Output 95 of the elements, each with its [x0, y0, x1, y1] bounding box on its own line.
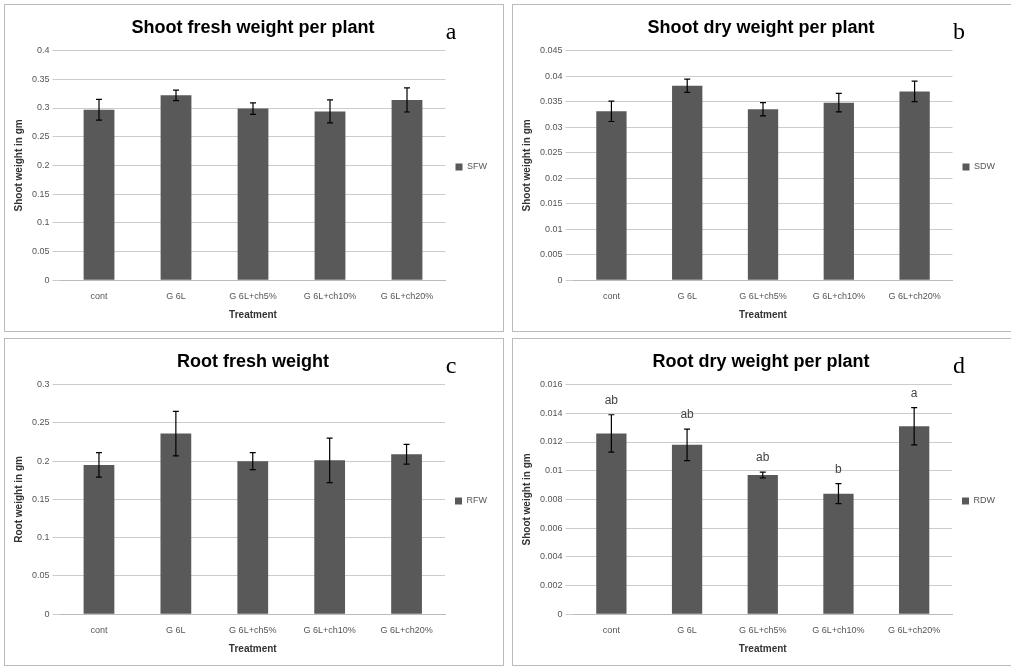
bar [747, 475, 778, 614]
legend-label: RDW [973, 495, 996, 506]
x-axis-title: Treatment [739, 308, 788, 320]
y-axis-title: Root weight in gm [12, 455, 24, 543]
x-tick-label: G 6L+ch10% [303, 291, 357, 302]
y-axis-title: Shoot weight in gm [520, 119, 532, 212]
text: d [953, 352, 965, 378]
y-tick-label: 0 [44, 274, 50, 285]
y-tick-label: 0.25 [31, 131, 50, 142]
x-tick-label: G 6L [166, 625, 186, 636]
bar [823, 493, 854, 614]
y-tick-label: 0 [557, 608, 563, 619]
chart-title: Shoot dry weight per plant [647, 16, 875, 37]
bar [237, 108, 269, 280]
y-tick-label: 0.35 [31, 73, 50, 84]
x-tick-label: G 6L+ch10% [812, 291, 865, 302]
annotation: b [835, 461, 843, 476]
x-tick-label: G 6L+ch20% [888, 291, 941, 302]
y-tick-label: 0.15 [31, 493, 50, 504]
y-tick-label: 0.01 [544, 223, 563, 234]
x-tick-label: G 6L [677, 625, 697, 636]
x-tick-label: G 6L+ch5% [229, 291, 277, 302]
y-tick-label: 0.15 [31, 188, 50, 199]
bar [671, 444, 703, 614]
y-tick-label: 0.002 [539, 579, 563, 590]
y-tick-label: 0.1 [37, 532, 50, 543]
x-tick-label: cont [602, 291, 621, 302]
x-tick-label: G 6L+ch20% [380, 625, 433, 636]
annotation: ab [756, 450, 770, 465]
bar [314, 460, 346, 614]
y-tick-label: 0.025 [539, 147, 563, 158]
x-axis-title: Treatment [738, 642, 788, 654]
bar [83, 464, 115, 614]
annotation: a [910, 385, 918, 400]
x-tick-label: G 6L [677, 291, 697, 302]
x-tick-label: G 6L+ch5% [229, 625, 277, 636]
y-tick-label: 0.3 [37, 102, 50, 113]
y-tick-label: 0.4 [37, 45, 50, 56]
legend-label: SDW [974, 161, 996, 172]
y-tick-label: 0.045 [539, 45, 563, 56]
bar [899, 426, 930, 614]
y-tick-label: 0.25 [31, 417, 50, 428]
y-tick-label: 0.03 [544, 121, 563, 132]
y-tick-label: 0.2 [37, 159, 50, 170]
bar [596, 433, 627, 614]
x-tick-label: G 6L+ch20% [380, 291, 434, 302]
text: c [445, 352, 457, 378]
text: a [445, 18, 457, 44]
y-tick-label: 0.05 [31, 245, 50, 256]
legend-label: RFW [466, 495, 488, 506]
x-tick-label: cont [90, 291, 109, 302]
y-tick-label: 0.05 [31, 570, 50, 581]
x-tick-label: G 6L+ch5% [739, 625, 787, 636]
y-tick-label: 0.01 [544, 465, 563, 476]
x-axis-title: Treatment [229, 308, 278, 320]
chart-title: Root fresh weight [177, 350, 329, 371]
y-tick-label: 0 [44, 608, 50, 619]
x-tick-label: G 6L [166, 291, 186, 302]
x-tick-label: G 6L+ch10% [303, 625, 356, 636]
x-tick-label: G 6L+ch20% [888, 625, 941, 636]
y-tick-label: 0.006 [539, 522, 563, 533]
bar [83, 109, 115, 280]
text: b [953, 18, 965, 44]
x-axis-title: Treatment [228, 642, 278, 654]
y-tick-label: 0.014 [539, 407, 563, 418]
bar [391, 99, 423, 280]
y-tick-label: 0.1 [37, 217, 50, 228]
y-tick-label: 0.3 [37, 379, 50, 390]
annotation: ab [604, 393, 619, 408]
y-tick-label: 0.016 [539, 379, 563, 390]
y-tick-label: 0.015 [539, 198, 563, 209]
bar [314, 111, 346, 280]
y-tick-label: 0.04 [544, 70, 563, 81]
y-tick-label: 0.035 [539, 96, 563, 107]
x-tick-label: cont [602, 625, 621, 636]
bar [160, 95, 192, 280]
y-tick-label: 0.008 [539, 493, 563, 504]
y-tick-label: 0.004 [539, 551, 563, 562]
y-axis-title: Shoot weight in gm [520, 453, 532, 546]
bar [160, 433, 192, 614]
y-tick-label: 0.2 [37, 455, 50, 466]
y-tick-label: 0 [557, 274, 563, 285]
x-tick-label: G 6L+ch10% [812, 625, 865, 636]
chart-title: Shoot fresh weight per plant [131, 16, 375, 37]
x-tick-label: G 6L+ch5% [739, 291, 787, 302]
chart-title: Root dry weight per plant [652, 350, 870, 371]
y-axis-title: Shoot weight in gm [12, 119, 24, 212]
bar [391, 454, 422, 614]
legend-label: SFW [467, 161, 488, 172]
y-tick-label: 0.02 [544, 172, 563, 183]
bar [237, 461, 269, 614]
y-tick-label: 0.005 [539, 249, 563, 260]
x-tick-label: cont [90, 625, 108, 636]
y-tick-label: 0.012 [539, 436, 563, 447]
annotation: ab [680, 407, 695, 422]
